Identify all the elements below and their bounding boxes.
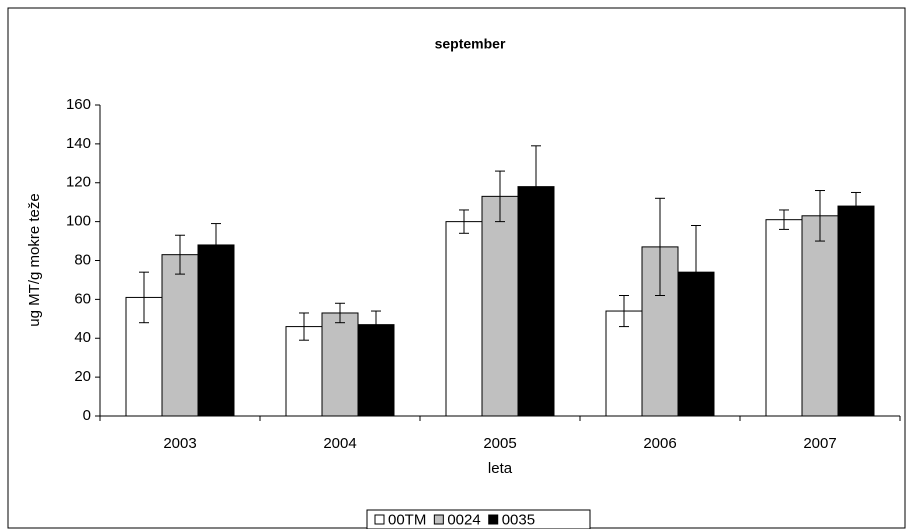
error-bar (459, 209, 469, 234)
error-bar (779, 209, 789, 230)
legend-swatch (374, 514, 385, 525)
bar (445, 221, 483, 417)
y-tick-label: 140 (66, 135, 91, 152)
bar (605, 310, 643, 417)
error-bar (619, 294, 629, 328)
error-bar (815, 190, 825, 242)
y-tick-label: 40 (74, 329, 91, 346)
y-axis-label: ug MT/g mokre teže (26, 193, 43, 326)
bar (285, 326, 323, 417)
error-bar (299, 312, 309, 341)
bar (197, 244, 235, 417)
error-bar (655, 197, 665, 296)
error-bar (531, 145, 541, 228)
legend-label: 0024 (447, 511, 480, 528)
y-tick-label: 160 (66, 96, 91, 113)
y-tick-label: 100 (66, 213, 91, 230)
x-tick-label: 2005 (483, 435, 516, 452)
bar (481, 195, 519, 417)
bar (321, 312, 359, 417)
error-bar (335, 302, 345, 324)
bar (801, 215, 839, 417)
error-bar (175, 234, 185, 275)
error-bar (851, 191, 861, 221)
error-bar (139, 271, 149, 324)
bar (357, 324, 395, 417)
x-tick-label: 2007 (803, 435, 836, 452)
legend-label: 0035 (502, 511, 535, 528)
y-tick-label: 60 (74, 290, 91, 307)
x-axis-label: leta (488, 460, 513, 477)
chart-title: september (435, 36, 506, 52)
error-bar (371, 310, 381, 339)
legend-box (366, 509, 591, 529)
x-tick-label: 2006 (643, 435, 676, 452)
legend-label: 00TM (388, 511, 426, 528)
y-tick-label: 120 (66, 174, 91, 191)
x-tick-label: 2004 (323, 435, 356, 452)
y-tick-label: 20 (74, 368, 91, 385)
bar (161, 254, 199, 417)
bar (837, 205, 875, 417)
bar (765, 219, 803, 417)
error-bar (495, 170, 505, 223)
y-tick-label: 80 (74, 251, 91, 268)
error-bar (691, 225, 701, 320)
legend-swatch (488, 514, 499, 525)
x-tick-label: 2003 (163, 435, 196, 452)
y-tick-label: 0 (83, 407, 91, 424)
legend-swatch (433, 514, 444, 525)
error-bar (211, 223, 221, 267)
